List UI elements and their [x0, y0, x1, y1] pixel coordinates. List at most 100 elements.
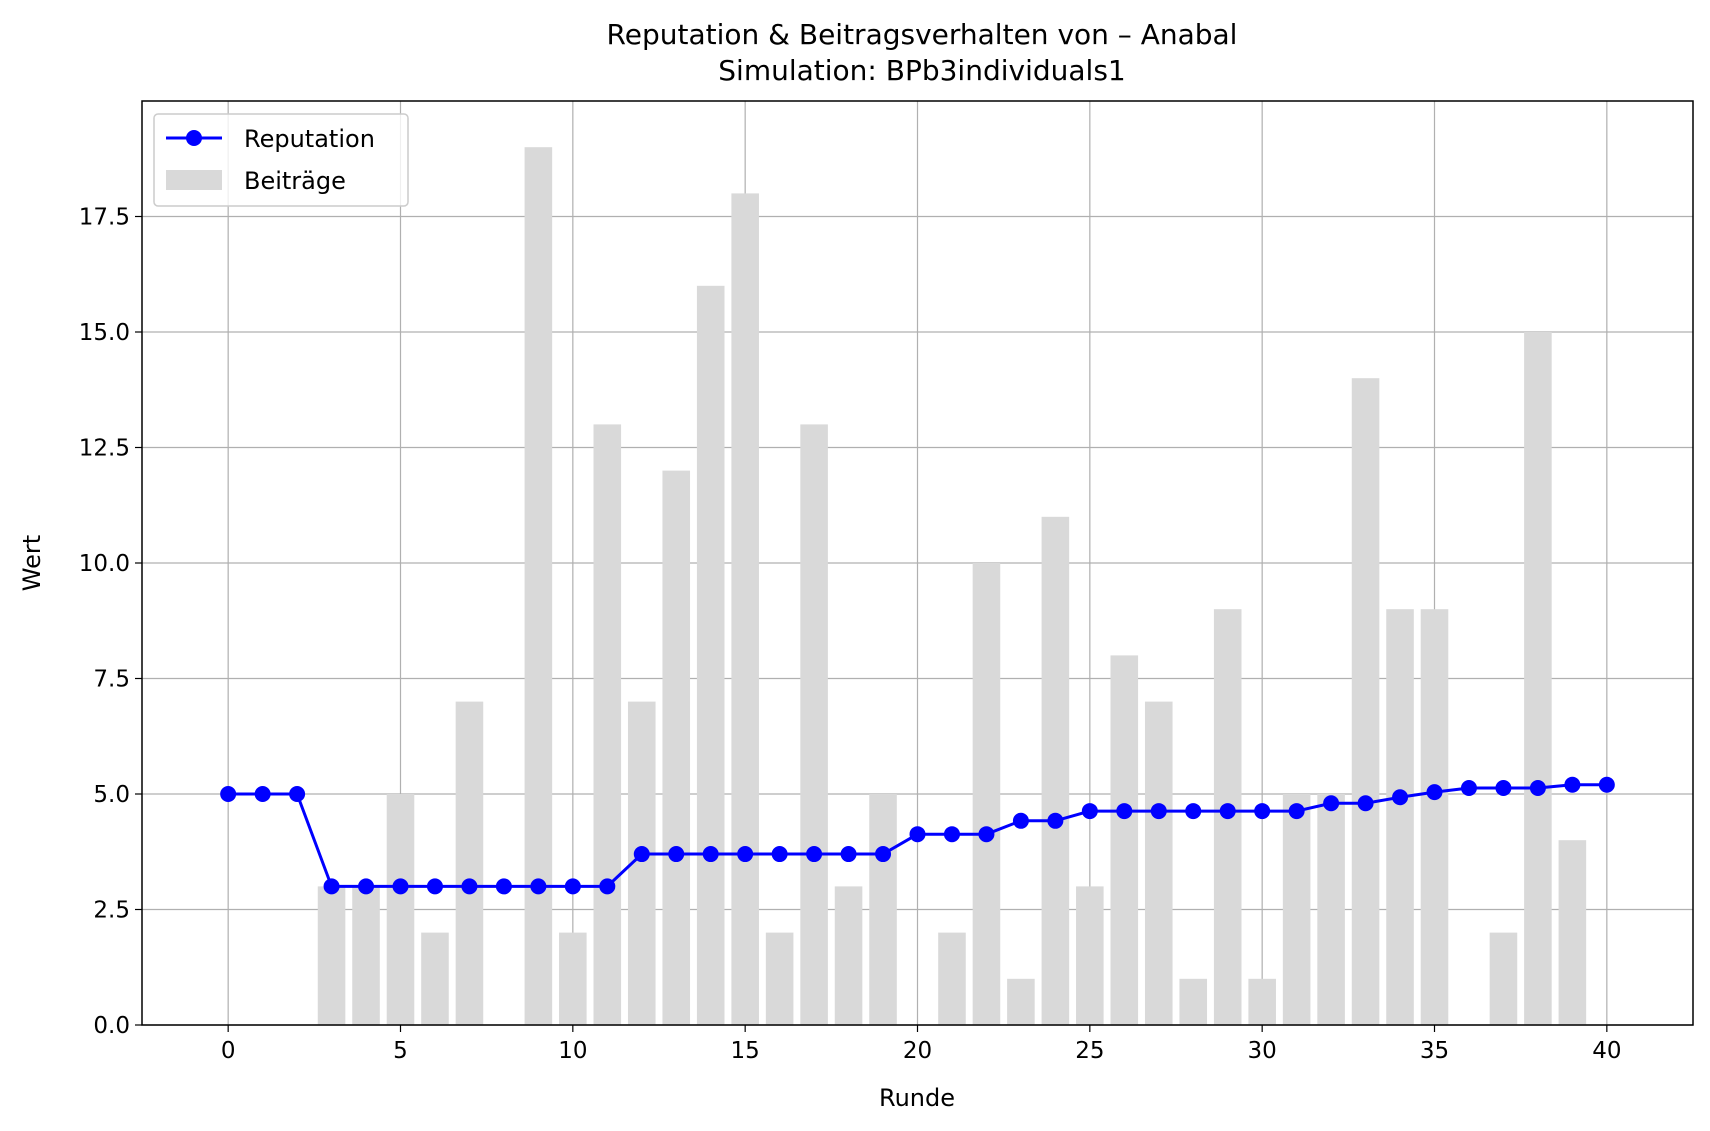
- reputation-point: [1529, 779, 1546, 796]
- x-tick-label: 5: [393, 1038, 408, 1064]
- reputation-point: [564, 878, 581, 895]
- reputation-point: [495, 878, 512, 895]
- legend-bar-swatch: [166, 170, 222, 190]
- bar-beitraege: [1489, 932, 1518, 1025]
- reputation-line-group: [220, 776, 1615, 895]
- bar-beitraege: [352, 886, 380, 1025]
- reputation-point: [1598, 776, 1615, 793]
- bar-beitraege: [593, 424, 622, 1025]
- x-tick-label: 0: [221, 1038, 236, 1064]
- bar-beitraege: [386, 794, 415, 1025]
- bar-beitraege: [1144, 701, 1173, 1025]
- reputation-point: [1254, 803, 1271, 820]
- reputation-point: [426, 878, 443, 895]
- reputation-point: [668, 846, 685, 863]
- reputation-point: [1460, 779, 1477, 796]
- y-tick-label: 17.5: [79, 205, 130, 231]
- x-tick-label: 20: [903, 1038, 932, 1064]
- bar-beitraege: [1282, 794, 1311, 1025]
- bar-beitraege: [1248, 978, 1276, 1025]
- y-tick-label: 7.5: [93, 667, 130, 693]
- ticks: 0 5 10 15 20 25 30 35 40 0.0 2.5 5.0 7.5 10.0 12.5 15.0…: [79, 205, 1622, 1065]
- bar-beitraege: [421, 932, 449, 1025]
- bar-beitraege: [1351, 378, 1380, 1025]
- bar-beitraege: [1007, 978, 1035, 1025]
- bar-beitraege: [1558, 840, 1587, 1025]
- reputation-point: [1288, 803, 1305, 820]
- reputation-point: [1150, 803, 1167, 820]
- reputation-point: [599, 878, 616, 895]
- bar-beitraege: [1110, 655, 1139, 1025]
- bar-beitraege: [800, 424, 828, 1025]
- bar-beitraege: [1524, 332, 1552, 1025]
- reputation-point: [1185, 803, 1202, 820]
- bar-beitraege: [1420, 609, 1449, 1025]
- y-axis-label: Wert: [18, 535, 46, 591]
- reputation-point: [806, 846, 823, 863]
- reputation-point: [1219, 803, 1236, 820]
- reputation-point: [392, 878, 409, 895]
- reputation-point: [840, 846, 857, 863]
- reputation-point: [737, 846, 754, 863]
- bar-beitraege: [455, 701, 484, 1025]
- y-tick-label: 5.0: [93, 782, 130, 808]
- bar-beitraege: [869, 794, 897, 1025]
- legend-marker-swatch: [186, 130, 202, 146]
- reputation-point: [1357, 795, 1374, 812]
- bar-beitraege: [1076, 886, 1104, 1025]
- x-tick-label: 15: [731, 1038, 760, 1064]
- bar-beitraege: [938, 932, 966, 1025]
- reputation-point: [771, 846, 788, 863]
- reputation-point: [1495, 779, 1512, 796]
- bar-beitraege: [696, 285, 725, 1025]
- x-tick-label: 25: [1075, 1038, 1104, 1064]
- reputation-point: [530, 878, 547, 895]
- reputation-point: [633, 846, 650, 863]
- bar-beitraege: [317, 886, 346, 1025]
- reputation-point: [943, 826, 960, 843]
- reputation-point: [1012, 812, 1029, 829]
- reputation-point: [358, 878, 375, 895]
- x-tick-label: 35: [1420, 1038, 1449, 1064]
- reputation-point: [978, 826, 995, 843]
- y-tick-label: 2.5: [93, 898, 130, 924]
- bar-beitraege: [1179, 978, 1208, 1025]
- legend: Reputation Beiträge: [153, 113, 409, 207]
- reputation-point: [1323, 795, 1340, 812]
- y-tick-label: 10.0: [79, 551, 130, 577]
- chart-subtitle: Simulation: BPb3individuals1: [718, 54, 1125, 87]
- reputation-point: [1564, 776, 1581, 793]
- reputation-point: [220, 786, 237, 802]
- reputation-point: [1392, 789, 1409, 806]
- legend-label-reputation: Reputation: [244, 125, 375, 153]
- reputation-point: [1116, 803, 1133, 820]
- reputation-point: [1426, 784, 1443, 801]
- bar-beitraege: [834, 886, 863, 1025]
- chart-title: Reputation & Beitragsverhalten von – Ana…: [607, 18, 1238, 51]
- reputation-point: [289, 786, 306, 802]
- bar-beitraege: [731, 193, 759, 1025]
- reputation-point: [909, 826, 926, 843]
- bar-beitraege: [765, 932, 794, 1025]
- reputation-point: [1081, 803, 1098, 820]
- bar-beitraege: [1386, 609, 1414, 1025]
- reputation-point: [461, 878, 478, 895]
- bar-beitraege: [662, 470, 691, 1026]
- y-tick-label: 15.0: [79, 320, 130, 346]
- bar-beitraege: [1041, 516, 1070, 1025]
- bar-beitraege: [1317, 794, 1345, 1025]
- reputation-point: [323, 878, 340, 895]
- bar-beitraege: [972, 563, 1001, 1025]
- x-tick-label: 40: [1592, 1038, 1621, 1064]
- reputation-point: [1047, 812, 1064, 829]
- reputation-point: [254, 786, 271, 802]
- bars: [317, 147, 1587, 1026]
- bar-beitraege: [559, 932, 587, 1025]
- x-tick-label: 30: [1248, 1038, 1277, 1064]
- y-tick-label: 0.0: [93, 1013, 130, 1039]
- x-axis-label: Runde: [879, 1084, 955, 1112]
- x-tick-label: 10: [558, 1038, 587, 1064]
- reputation-point: [875, 846, 892, 863]
- reputation-point: [702, 846, 719, 863]
